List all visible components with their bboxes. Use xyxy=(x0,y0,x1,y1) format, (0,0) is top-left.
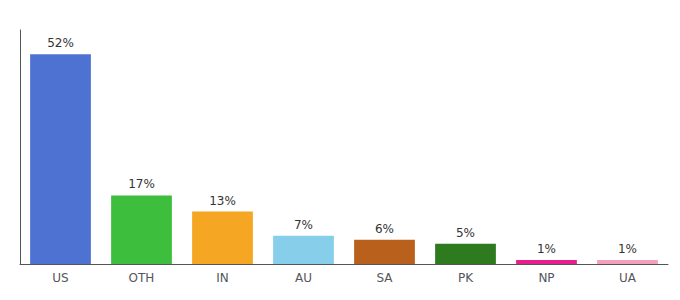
svg-text:5%: 5% xyxy=(456,226,475,240)
svg-text:13%: 13% xyxy=(209,194,236,208)
svg-text:AU: AU xyxy=(295,271,312,285)
svg-text:SA: SA xyxy=(376,271,393,285)
svg-text:PK: PK xyxy=(458,271,474,285)
svg-text:OTH: OTH xyxy=(129,271,155,285)
svg-text:IN: IN xyxy=(216,271,229,285)
svg-text:52%: 52% xyxy=(47,36,74,50)
svg-text:UA: UA xyxy=(619,271,637,285)
svg-text:1%: 1% xyxy=(618,242,637,256)
svg-text:17%: 17% xyxy=(128,177,155,191)
svg-text:US: US xyxy=(52,271,68,285)
svg-text:NP: NP xyxy=(538,271,554,285)
svg-text:6%: 6% xyxy=(375,222,394,236)
svg-text:7%: 7% xyxy=(294,218,313,232)
svg-text:1%: 1% xyxy=(537,242,556,256)
